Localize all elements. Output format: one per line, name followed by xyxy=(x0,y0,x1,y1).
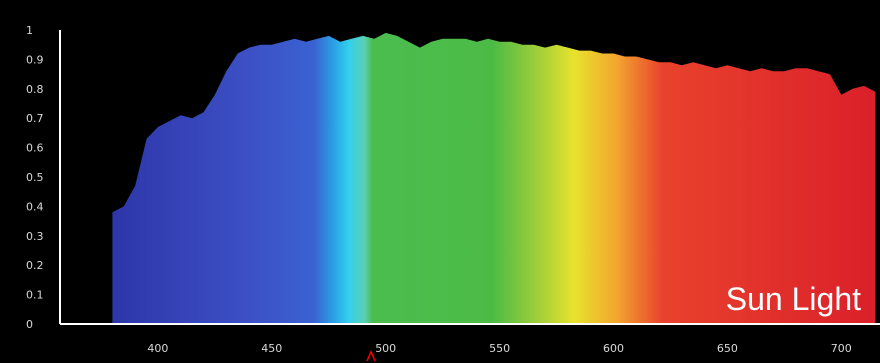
y-tick-label: 0.6 xyxy=(26,142,44,155)
sun-light-label: Sun Light xyxy=(726,281,861,317)
x-tick-label: 550 xyxy=(489,342,510,355)
spectrum-area xyxy=(112,32,876,325)
x-tick-label: 700 xyxy=(831,342,852,355)
y-tick-label: 0.5 xyxy=(26,171,44,184)
y-tick-label: 0 xyxy=(26,318,33,331)
y-tick-label: 0.2 xyxy=(26,259,44,272)
x-tick-label: 400 xyxy=(147,342,168,355)
x-tick-label: 650 xyxy=(717,342,738,355)
x-tick-label: 450 xyxy=(261,342,282,355)
y-tick-label: 0.3 xyxy=(26,230,44,243)
y-tick-label: 1 xyxy=(26,24,33,37)
y-tick-label: 0.7 xyxy=(26,112,44,125)
y-tick-labels: 0 0.1 0.2 0.3 0.4 0.5 0.6 0.7 0.8 0.9 1 xyxy=(26,24,44,331)
y-tick-label: 0.4 xyxy=(26,200,44,213)
red-caret-marker xyxy=(366,350,376,362)
x-tick-label: 500 xyxy=(375,342,396,355)
x-tick-label: 600 xyxy=(603,342,624,355)
corner-block xyxy=(114,22,170,96)
y-tick-label: 0.1 xyxy=(26,289,44,302)
y-tick-label: 0.8 xyxy=(26,83,44,96)
x-tick-labels: 400 450 500 550 600 650 700 xyxy=(147,342,851,355)
y-tick-label: 0.9 xyxy=(26,53,44,66)
